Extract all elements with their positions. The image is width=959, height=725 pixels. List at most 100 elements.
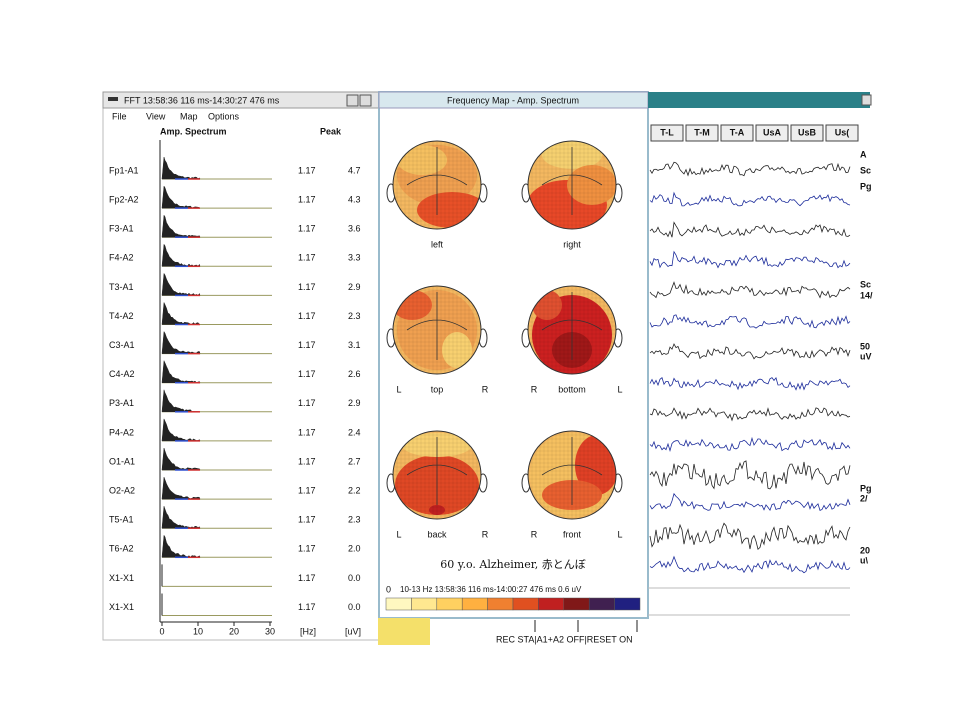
channel-label: Fp2-A2 [109, 194, 139, 204]
montage-button-label[interactable]: T-A [730, 127, 745, 137]
peak-amplitude: 0.0 [348, 602, 361, 612]
peak-amplitude: 2.7 [348, 456, 361, 466]
unit-label: [Hz] [300, 626, 316, 636]
side-label: L [617, 384, 622, 394]
status-indicator [378, 618, 430, 645]
side-label: L [396, 529, 401, 539]
scale-info: 10-13 Hz 13:58:36 116 ms-14:00:27 476 ms… [400, 585, 582, 594]
eeg-title-bar [648, 92, 870, 108]
menu-item[interactable]: Options [208, 111, 240, 121]
color-scale [437, 598, 462, 610]
map-caption: 60 y.o. Alzheimer, 赤とんぼ [440, 558, 586, 571]
menu-item[interactable]: Map [180, 111, 198, 121]
montage-button-label[interactable]: T-L [660, 127, 674, 137]
scale-min: 0 [386, 584, 391, 594]
color-scale [462, 598, 487, 610]
channel-label: F3-A1 [109, 224, 134, 234]
color-scale [615, 598, 640, 610]
montage-button-label[interactable]: Us( [835, 127, 850, 137]
peak-amplitude: 3.1 [348, 340, 361, 350]
view-label: back [427, 529, 447, 539]
unit-label: [uV] [345, 626, 361, 636]
peak-amplitude: 2.6 [348, 369, 361, 379]
side-control[interactable]: Sc [860, 165, 871, 175]
channel-label: T6-A2 [109, 544, 134, 554]
channel-label: P4-A2 [109, 427, 134, 437]
screen: FFT 13:58:36 116 ms-14:30:27 476 ms Amp.… [0, 0, 959, 720]
fft-title: FFT 13:58:36 116 ms-14:30:27 476 ms [124, 95, 280, 105]
x-tick-label: 10 [193, 626, 203, 636]
color-scale [411, 598, 436, 610]
peak-amplitude: 2.9 [348, 282, 361, 292]
side-control[interactable]: A [860, 149, 867, 159]
peak-amplitude: 3.3 [348, 253, 361, 263]
status-text: REC STA|A1+A2 OFF|RESET ON [496, 634, 633, 644]
side-label: R [531, 529, 538, 539]
channel-label: F4-A2 [109, 253, 134, 263]
menu-item[interactable]: File [112, 111, 127, 121]
peak-amplitude: 2.9 [348, 398, 361, 408]
peak-frequency: 1.17 [298, 427, 316, 437]
peak-amplitude: 2.3 [348, 311, 361, 321]
eeg-scroll-button[interactable] [862, 95, 871, 105]
peak-frequency: 1.17 [298, 515, 316, 525]
side-label: L [617, 529, 622, 539]
montage-button-label[interactable]: UsA [763, 127, 782, 137]
side-control[interactable]: 20 [860, 545, 870, 555]
channel-label: T5-A1 [109, 515, 134, 525]
channel-label: O1-A1 [109, 456, 135, 466]
side-control[interactable]: u\ [860, 555, 868, 565]
channel-label: C4-A2 [109, 369, 135, 379]
side-control[interactable]: Sc [860, 279, 871, 289]
view-label: left [431, 239, 444, 249]
view-label: right [563, 239, 581, 249]
peak-frequency: 1.17 [298, 602, 316, 612]
channel-label: O2-A2 [109, 485, 135, 495]
peak-frequency: 1.17 [298, 456, 316, 466]
peak-amplitude: 4.3 [348, 194, 361, 204]
view-label: top [431, 384, 444, 394]
peak-frequency: 1.17 [298, 224, 316, 234]
side-label: R [482, 529, 489, 539]
peak-amplitude: 2.2 [348, 485, 361, 495]
x-tick-label: 0 [159, 626, 164, 636]
minimize-button[interactable] [347, 95, 358, 106]
channel-label: X1-X1 [109, 573, 134, 583]
channel-label: T4-A2 [109, 311, 134, 321]
maximize-button[interactable] [360, 95, 371, 106]
peak-frequency: 1.17 [298, 573, 316, 583]
side-control[interactable]: 2/ [860, 493, 868, 503]
side-label: R [482, 384, 489, 394]
montage-button-label[interactable]: UsB [798, 127, 817, 137]
side-label: R [531, 384, 538, 394]
peak-amplitude: 2.0 [348, 544, 361, 554]
peak-amplitude: 4.7 [348, 165, 361, 175]
peak-frequency: 1.17 [298, 485, 316, 495]
montage-button-label[interactable]: T-M [694, 127, 710, 137]
peak-frequency: 1.17 [298, 544, 316, 554]
menu-item[interactable]: View [146, 111, 166, 121]
peak-frequency: 1.17 [298, 369, 316, 379]
system-menu[interactable] [108, 97, 118, 101]
side-control[interactable]: Pg [860, 181, 872, 191]
channel-label: X1-X1 [109, 602, 134, 612]
channel-label: C3-A1 [109, 340, 135, 350]
peak-amplitude: 3.6 [348, 224, 361, 234]
side-control[interactable]: 14/ [860, 290, 873, 300]
color-scale [538, 598, 563, 610]
color-scale [589, 598, 614, 610]
peak-frequency: 1.17 [298, 282, 316, 292]
peak-frequency: 1.17 [298, 253, 316, 263]
spectrum-header: Amp. Spectrum [160, 126, 227, 136]
peak-frequency: 1.17 [298, 398, 316, 408]
side-control[interactable]: uV [860, 351, 872, 361]
peak-amplitude: 0.0 [348, 573, 361, 583]
channel-label: T3-A1 [109, 282, 134, 292]
side-control[interactable]: Pg [860, 483, 872, 493]
peak-frequency: 1.17 [298, 194, 316, 204]
map-title: Frequency Map - Amp. Spectrum [447, 95, 579, 105]
color-scale [386, 598, 411, 610]
peak-frequency: 1.17 [298, 311, 316, 321]
color-scale [564, 598, 589, 610]
side-control[interactable]: 50 [860, 341, 870, 351]
